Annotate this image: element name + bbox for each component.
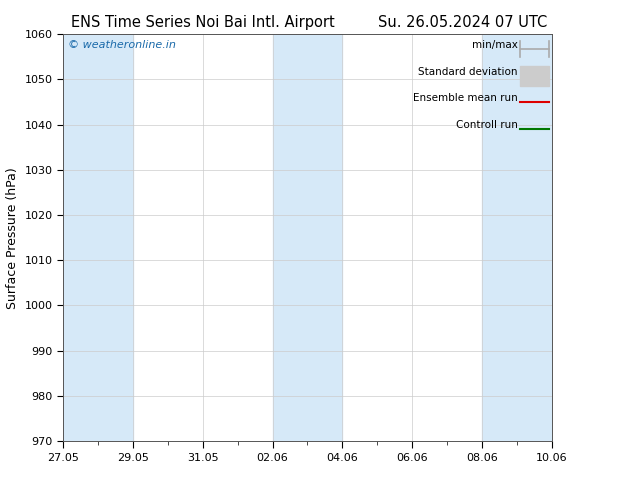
Text: Controll run: Controll run [456,120,517,130]
Text: Standard deviation: Standard deviation [418,67,517,77]
Text: Su. 26.05.2024 07 UTC: Su. 26.05.2024 07 UTC [378,15,547,30]
Text: Ensemble mean run: Ensemble mean run [413,93,517,103]
Bar [63,34,133,441]
Bar [482,34,552,441]
FancyBboxPatch shape [520,66,549,86]
Text: ENS Time Series Noi Bai Intl. Airport: ENS Time Series Noi Bai Intl. Airport [71,15,335,30]
Y-axis label: Surface Pressure (hPa): Surface Pressure (hPa) [6,167,19,309]
Text: min/max: min/max [472,40,517,50]
Text: © weatheronline.in: © weatheronline.in [68,40,176,50]
Bar [273,34,342,441]
